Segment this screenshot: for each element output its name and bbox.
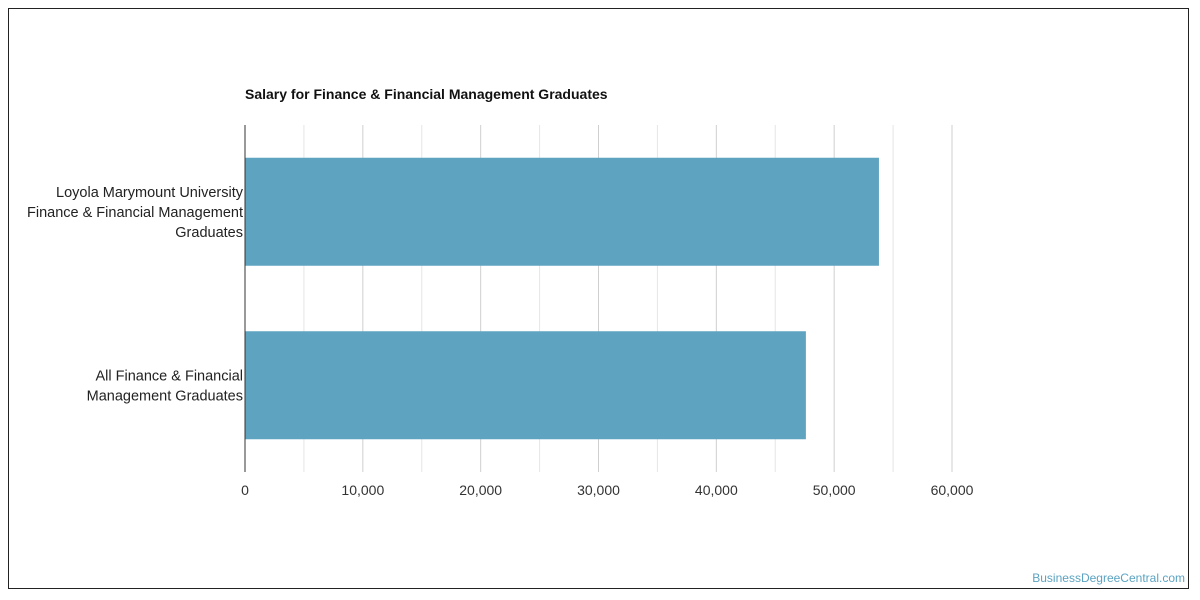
bar [245, 157, 879, 266]
x-tick-label: 40,000 [695, 482, 738, 498]
x-tick-label: 0 [241, 482, 249, 498]
bars [245, 157, 879, 440]
bar [245, 331, 806, 440]
watermark: BusinessDegreeCentral.com [1032, 571, 1185, 585]
chart-title: Salary for Finance & Financial Managemen… [245, 86, 608, 102]
x-tick-label: 10,000 [341, 482, 384, 498]
category-labels: Loyola Marymount University Finance & Fin… [27, 185, 244, 405]
x-axis-ticks: 0 10,000 20,000 30,000 40,000 50,000 60,000 [241, 482, 974, 498]
x-tick-label: 50,000 [813, 482, 856, 498]
x-tick-label: 20,000 [459, 482, 502, 498]
category-label: Loyola Marymount University Finance & Fin… [27, 185, 244, 241]
x-tick-label: 60,000 [931, 482, 974, 498]
category-label: All Finance & Financial Management Gradua… [87, 368, 243, 404]
x-tick-label: 30,000 [577, 482, 620, 498]
